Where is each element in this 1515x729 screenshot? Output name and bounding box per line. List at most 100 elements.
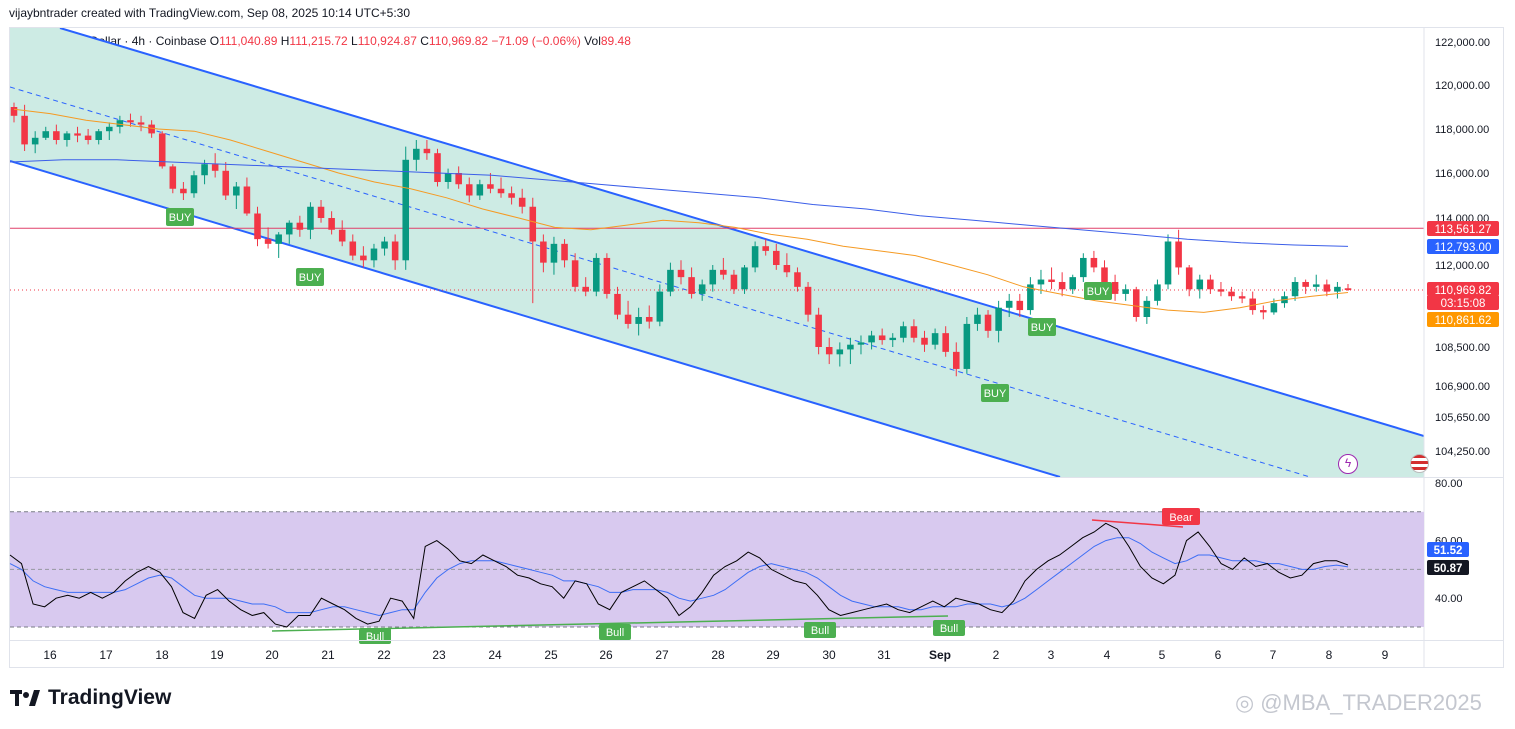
price-tick-label: 118,000.00 xyxy=(1435,124,1489,136)
candle xyxy=(42,126,50,140)
time-tick-label: 24 xyxy=(488,648,502,662)
candle-body xyxy=(868,335,875,343)
candle xyxy=(137,115,145,132)
channel-fill xyxy=(10,28,1424,477)
candle-body xyxy=(74,133,81,136)
price-tick-label: 104,250.00 xyxy=(1435,446,1490,458)
candle-body xyxy=(116,120,124,127)
time-tick-label: 16 xyxy=(43,648,57,662)
candle xyxy=(10,102,18,123)
watermark-text: @MBA_TRADER2025 xyxy=(1260,690,1482,715)
bull-signal-label: Bull xyxy=(811,625,829,637)
candle-body xyxy=(444,173,452,182)
buy-signal: BUY xyxy=(1028,318,1056,336)
candle-body xyxy=(243,186,251,214)
candle-body xyxy=(762,246,769,251)
watermark: ◎ @MBA_TRADER2025 xyxy=(1235,690,1482,716)
candle xyxy=(847,337,854,365)
candle-body xyxy=(550,243,558,263)
candle xyxy=(529,197,537,304)
price-tick-label: 122,000.00 xyxy=(1435,37,1490,49)
candle xyxy=(603,253,611,299)
flag-icon[interactable] xyxy=(1410,454,1429,473)
candle-body xyxy=(709,269,717,285)
candle-body xyxy=(1027,284,1034,311)
buy-signal: BUY xyxy=(1084,282,1112,300)
candle xyxy=(338,220,346,247)
bear-signal-box xyxy=(1162,508,1200,525)
chart-frame xyxy=(9,27,1504,668)
candle xyxy=(1344,284,1352,292)
price-label-text: 113,561.27 xyxy=(1435,224,1492,236)
candle-body xyxy=(413,148,420,160)
candle xyxy=(741,265,748,294)
candle-body xyxy=(53,131,60,140)
candle xyxy=(1111,274,1119,301)
price-label-text: 110,861.62 xyxy=(1435,315,1492,327)
candle-body xyxy=(857,342,865,345)
candle-body xyxy=(487,184,494,189)
candle xyxy=(21,104,28,151)
price-label: 03:15:08 xyxy=(1427,295,1499,310)
candle-body xyxy=(1164,241,1172,285)
candle xyxy=(836,342,844,367)
candle-body xyxy=(1344,288,1352,290)
candle xyxy=(1185,265,1193,297)
time-tick-label: 28 xyxy=(711,648,725,662)
candle-body xyxy=(635,316,642,324)
rsi-ma-line xyxy=(9,537,1349,617)
candle-body xyxy=(1154,284,1161,301)
tradingview-logo[interactable]: TradingView xyxy=(10,686,171,710)
bear-divergence-line xyxy=(1091,519,1184,528)
candle xyxy=(762,239,769,256)
candle xyxy=(878,328,886,345)
candle-body xyxy=(847,344,854,350)
candle xyxy=(614,286,621,320)
candle-body xyxy=(741,267,748,290)
chart-credit: vijaybntrader created with TradingView.c… xyxy=(9,6,411,20)
candle-body xyxy=(900,326,907,338)
candle xyxy=(1312,274,1320,292)
candle-body xyxy=(540,241,547,263)
candle xyxy=(1175,229,1182,275)
candle xyxy=(487,173,494,194)
candle xyxy=(1069,274,1077,294)
candle xyxy=(667,262,674,297)
rsi-line xyxy=(9,522,1349,628)
candle-body xyxy=(190,175,198,194)
candle xyxy=(1132,286,1140,322)
candle-body xyxy=(836,349,844,355)
candle xyxy=(391,234,399,270)
candle xyxy=(794,267,801,292)
low-value: 110,924.87 xyxy=(357,34,417,48)
flash-icon[interactable]: ϟ xyxy=(1338,454,1358,474)
bull-signal-box xyxy=(804,622,836,638)
candle-body xyxy=(254,213,261,240)
time-tick-label: 31 xyxy=(877,648,891,662)
candle xyxy=(942,326,949,357)
candle xyxy=(31,131,39,154)
candle-body xyxy=(1080,257,1087,278)
time-tick-label: 5 xyxy=(1159,648,1166,662)
candle xyxy=(698,279,706,301)
candle xyxy=(106,122,113,140)
candle-body xyxy=(1207,279,1214,290)
candle-body xyxy=(698,284,706,294)
candle xyxy=(1217,281,1225,297)
candle xyxy=(381,236,388,256)
candle xyxy=(921,330,928,352)
time-tick-label: Sep xyxy=(929,648,951,662)
candle xyxy=(1143,296,1151,324)
candle-body xyxy=(317,206,325,218)
candle-body xyxy=(434,153,441,182)
candle xyxy=(931,328,939,350)
candle-body xyxy=(561,243,568,261)
candle xyxy=(254,206,261,247)
price-tick-label: 116,000.00 xyxy=(1435,168,1489,180)
candle xyxy=(1005,293,1013,317)
candle xyxy=(148,120,155,138)
candle-body xyxy=(296,222,304,230)
candle xyxy=(74,126,81,143)
candle-body xyxy=(984,314,992,331)
